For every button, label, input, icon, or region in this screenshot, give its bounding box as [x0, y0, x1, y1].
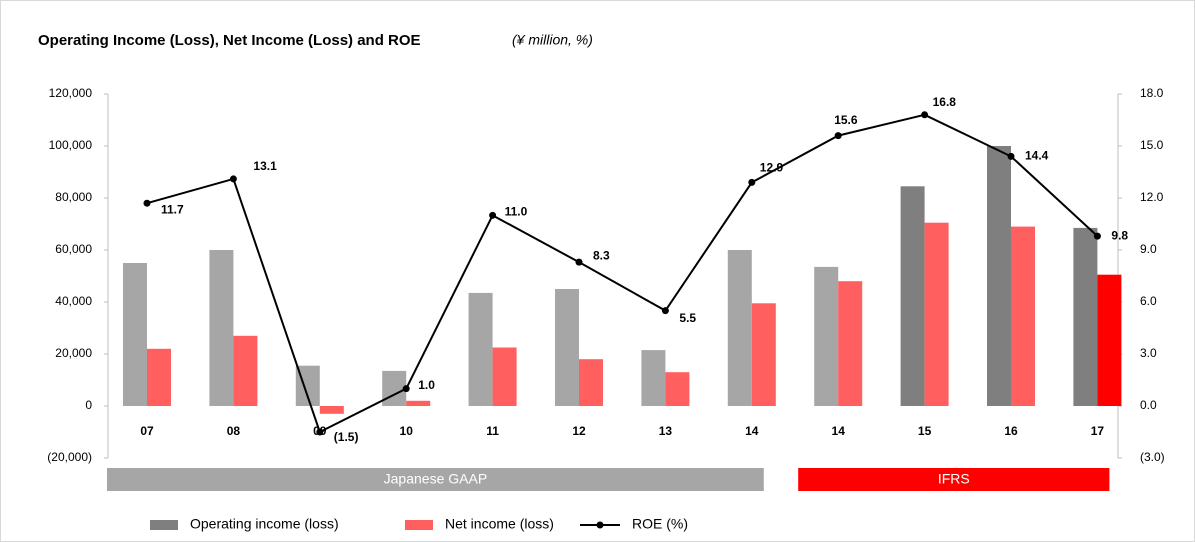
data-label: 16.8 — [933, 95, 957, 109]
data-label: 11.0 — [505, 205, 528, 219]
y2-tick-label: 0.0 — [1140, 398, 1157, 412]
bar — [1073, 227, 1098, 406]
bar — [579, 359, 603, 406]
data-label: 1.0 — [418, 378, 435, 392]
y-tick-label: 60,000 — [55, 242, 92, 256]
line-marker — [143, 199, 151, 207]
x-tick-label: 12 — [572, 424, 586, 438]
data-label: 8.3 — [593, 248, 610, 262]
bar — [319, 406, 344, 414]
x-tick-label: 14 — [832, 424, 846, 438]
group-band — [798, 468, 1110, 491]
bar — [209, 250, 234, 406]
bar — [468, 292, 493, 406]
line-marker — [489, 211, 497, 219]
x-tick-label: 11 — [486, 424, 499, 438]
bar — [987, 146, 1011, 406]
legend-marker — [596, 521, 604, 529]
bar — [1097, 274, 1122, 406]
bar — [492, 347, 517, 406]
y2-tick-label: 6.0 — [1140, 294, 1157, 308]
bar — [147, 348, 171, 406]
data-label: (1.5) — [334, 430, 359, 444]
y-tick-label: (20,000) — [47, 450, 92, 464]
x-tick-label: 14 — [745, 424, 759, 438]
data-label: 15.6 — [834, 113, 858, 127]
y2-tick-label: (3.0) — [1140, 450, 1165, 464]
legend-label: Operating income (loss) — [190, 516, 339, 532]
bar — [665, 372, 690, 406]
bar — [555, 289, 579, 406]
legend-swatch — [150, 520, 178, 530]
y2-tick-label: 18.0 — [1140, 86, 1164, 100]
legend-swatch — [405, 520, 433, 530]
line-marker — [834, 132, 842, 140]
x-tick-label: 16 — [1004, 424, 1018, 438]
bar — [233, 335, 258, 406]
line-marker — [229, 175, 237, 183]
bar — [900, 186, 925, 406]
data-label: 12.9 — [760, 161, 784, 175]
bar — [814, 266, 839, 406]
x-tick-label: 15 — [918, 424, 932, 438]
bar — [924, 222, 949, 406]
y-tick-label: 0 — [85, 398, 92, 412]
group-label: Japanese GAAP — [384, 471, 488, 487]
line-marker — [316, 428, 324, 436]
line-marker — [661, 307, 669, 315]
group-label: IFRS — [938, 471, 970, 487]
data-label: 5.5 — [679, 311, 696, 325]
bar — [838, 281, 863, 406]
y-tick-label: 40,000 — [55, 294, 92, 308]
bar — [751, 303, 776, 406]
y-tick-label: 20,000 — [55, 346, 92, 360]
line-marker — [748, 178, 756, 186]
bar — [1011, 226, 1035, 406]
chart-title: Operating Income (Loss), Net Income (Los… — [38, 32, 421, 49]
line-marker — [1007, 152, 1015, 160]
y2-tick-label: 9.0 — [1140, 242, 1157, 256]
y2-tick-label: 3.0 — [1140, 346, 1157, 360]
data-label: 11.7 — [161, 202, 184, 216]
y-tick-label: 120,000 — [49, 86, 93, 100]
line-marker — [575, 258, 583, 266]
legend-label: Net income (loss) — [445, 516, 554, 532]
line-marker — [402, 385, 410, 393]
data-label: 14.4 — [1025, 149, 1049, 163]
legend-label: ROE (%) — [632, 516, 688, 532]
data-label: 13.1 — [253, 159, 277, 173]
chart-subtitle: (¥ million, %) — [512, 32, 593, 48]
line — [146, 113, 1099, 434]
bar — [727, 250, 752, 406]
data-label: 9.8 — [1111, 228, 1128, 242]
y2-tick-label: 15.0 — [1140, 138, 1164, 152]
group-band — [107, 468, 764, 491]
y2-tick-label: 12.0 — [1140, 190, 1164, 204]
x-tick-label: 10 — [400, 424, 414, 438]
line-marker — [1093, 232, 1101, 240]
x-tick-label: 08 — [227, 424, 241, 438]
bar — [382, 370, 407, 406]
x-tick-label: 17 — [1091, 424, 1105, 438]
bar — [406, 400, 431, 406]
x-tick-label: 13 — [659, 424, 673, 438]
bar — [641, 350, 666, 406]
line-marker — [921, 111, 929, 119]
y-tick-label: 80,000 — [55, 190, 92, 204]
y-tick-label: 100,000 — [49, 138, 93, 152]
bar — [123, 263, 147, 406]
x-tick-label: 07 — [140, 424, 154, 438]
